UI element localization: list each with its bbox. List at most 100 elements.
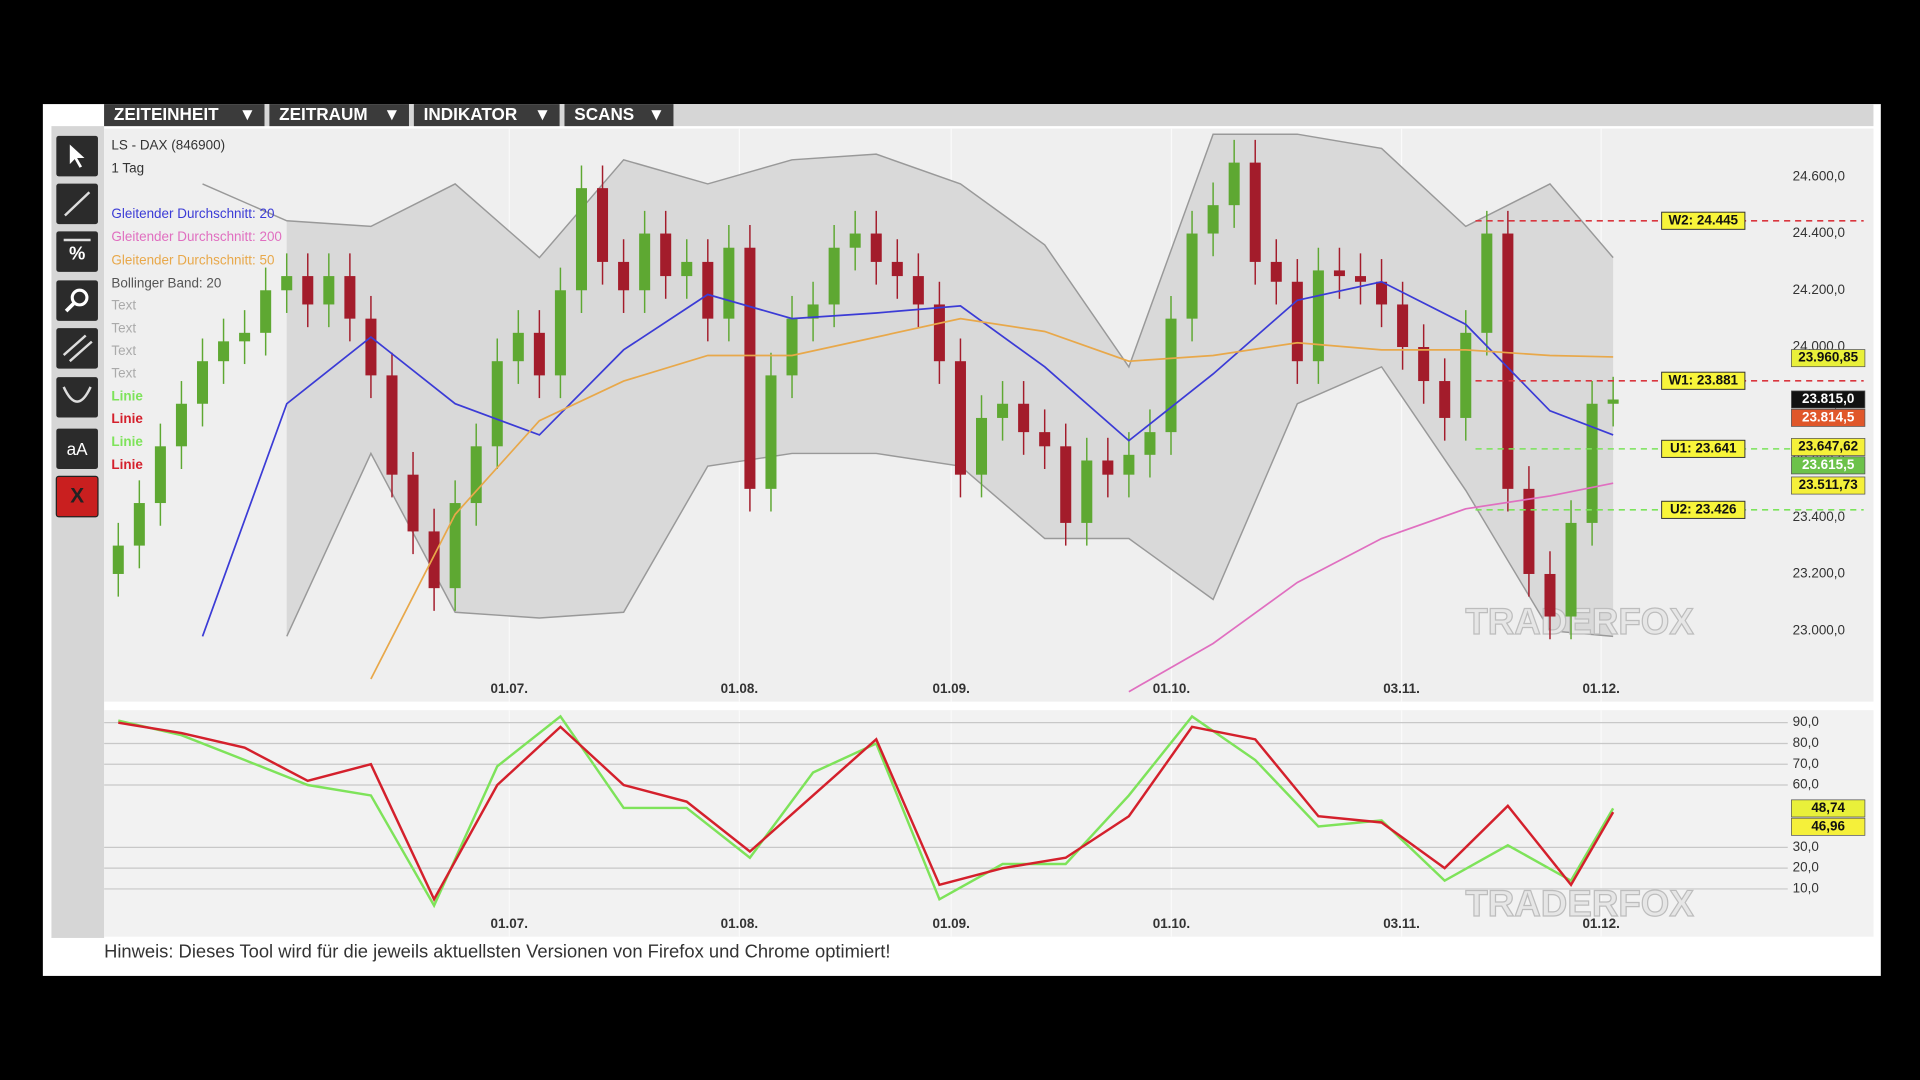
value-tag (1791, 799, 1866, 818)
candle-body (1123, 454, 1135, 475)
menu-arrow: ▼ (648, 104, 665, 124)
y-tick-label: 23.000,0 (1793, 622, 1845, 637)
candle-body (1460, 332, 1472, 418)
tool-delete[interactable] (55, 475, 99, 518)
candle-body (428, 531, 440, 589)
legend-entry: Gleitender Durchschnitt: 50 (111, 252, 274, 267)
candle-body (1081, 460, 1093, 523)
candle-body (681, 261, 693, 277)
drawing-entry: Linie (111, 388, 143, 403)
menu-item[interactable] (104, 104, 265, 127)
value-tag (1791, 817, 1866, 836)
candle-body (723, 247, 735, 319)
value-tag-label: 48,74 (1811, 800, 1845, 815)
candle-body (1291, 281, 1303, 362)
tool-zoom[interactable] (56, 280, 98, 321)
value-tag-label: 23.814,5 (1802, 409, 1855, 424)
x-tick-label: 01.12. (1582, 681, 1619, 696)
price-chart: TRADERFOX (112, 128, 1695, 702)
candle-body (1565, 522, 1577, 617)
candle-body (1376, 281, 1388, 305)
level-box (1661, 371, 1746, 390)
y-tick-label: 20,0 (1793, 860, 1819, 875)
tool-channel[interactable] (56, 328, 98, 369)
value-tag-label: 23.647,62 (1798, 439, 1858, 454)
candle-body (1207, 205, 1219, 234)
candle-body (112, 545, 124, 574)
legend-entry: Gleitender Durchschnitt: 200 (111, 229, 282, 244)
menu-label: INDIKATOR (424, 104, 518, 124)
candle-body (849, 233, 861, 248)
candle-body (1102, 460, 1114, 475)
y-tick-label: 23.200,0 (1793, 566, 1845, 581)
band-upper (202, 133, 1614, 369)
x-tick-label: 01.07. (491, 916, 528, 931)
candle-body (175, 403, 187, 447)
candle-body (1186, 233, 1198, 319)
y-tick-label: 30,0 (1793, 839, 1819, 854)
menu-label: ZEITEINHEIT (114, 104, 219, 124)
y-tick-label: 24.600,0 (1793, 168, 1845, 183)
moving-average (1128, 482, 1614, 693)
level-label: U2: 23.426 (1670, 501, 1737, 516)
x-tick-label: 01.10. (1153, 916, 1190, 931)
candle-body (1249, 162, 1261, 262)
tool-curve[interactable] (56, 377, 98, 418)
watermark: TRADERFOX (1465, 883, 1694, 924)
menu-item[interactable] (413, 104, 560, 127)
band-fill (286, 134, 1614, 637)
drawing-entry: Text (111, 298, 136, 313)
candle-body (1523, 488, 1535, 574)
candle-body (1018, 403, 1030, 433)
drawing-entry: Linie (111, 411, 143, 426)
y-tick-label: 60,0 (1793, 777, 1819, 792)
x-tick-label: 01.12. (1582, 916, 1619, 931)
value-tag (1791, 456, 1866, 475)
icon (68, 340, 93, 363)
candle-body (976, 417, 988, 475)
candle-body (133, 503, 145, 546)
candle-body (597, 188, 609, 262)
candle-body (1333, 270, 1345, 277)
value-tag-label: 23.815,0 (1802, 391, 1854, 406)
drawing-entry: Linie (111, 457, 143, 472)
candle-body (618, 261, 630, 291)
tool-label: X (70, 485, 84, 508)
candle-body (323, 276, 335, 305)
candle-body (891, 261, 903, 277)
value-tag (1791, 438, 1866, 456)
x-tick-label: 03.11. (1383, 916, 1420, 931)
menu-item[interactable] (269, 104, 409, 127)
y-tick-label: 24.400,0 (1793, 225, 1845, 240)
candle-body (1060, 446, 1072, 523)
x-tick-label: 03.11. (1383, 681, 1420, 696)
legend-entry: Gleitender Durchschnitt: 20 (111, 206, 274, 221)
timeframe: 1 Tag (111, 161, 144, 176)
menu-arrow: ▼ (534, 104, 551, 124)
candle-body (1586, 403, 1598, 523)
tool-percent[interactable] (56, 231, 98, 272)
value-tag-label: 46,96 (1811, 818, 1845, 833)
value-tag (1791, 390, 1866, 409)
level-box (1661, 439, 1746, 458)
value-tag-label: 23.511,73 (1799, 477, 1858, 492)
candle-body (470, 446, 482, 504)
candle-body (1144, 432, 1156, 455)
candle-body (1039, 432, 1051, 447)
candle-body (1397, 304, 1409, 348)
x-tick-label: 01.08. (721, 681, 758, 696)
candle-body (1312, 270, 1324, 362)
instrument: LS - DAX (846900) (111, 137, 225, 152)
candle-body (1502, 233, 1514, 489)
tools: % aA X (55, 135, 99, 518)
candle-body (533, 332, 545, 376)
menu-item[interactable] (564, 104, 674, 127)
icon (64, 302, 75, 313)
tool-text[interactable] (56, 428, 98, 469)
icon (62, 334, 87, 357)
candle-body (828, 247, 840, 305)
candle-body (1228, 162, 1240, 206)
value-tag (1791, 408, 1866, 427)
candle-body (344, 276, 356, 319)
